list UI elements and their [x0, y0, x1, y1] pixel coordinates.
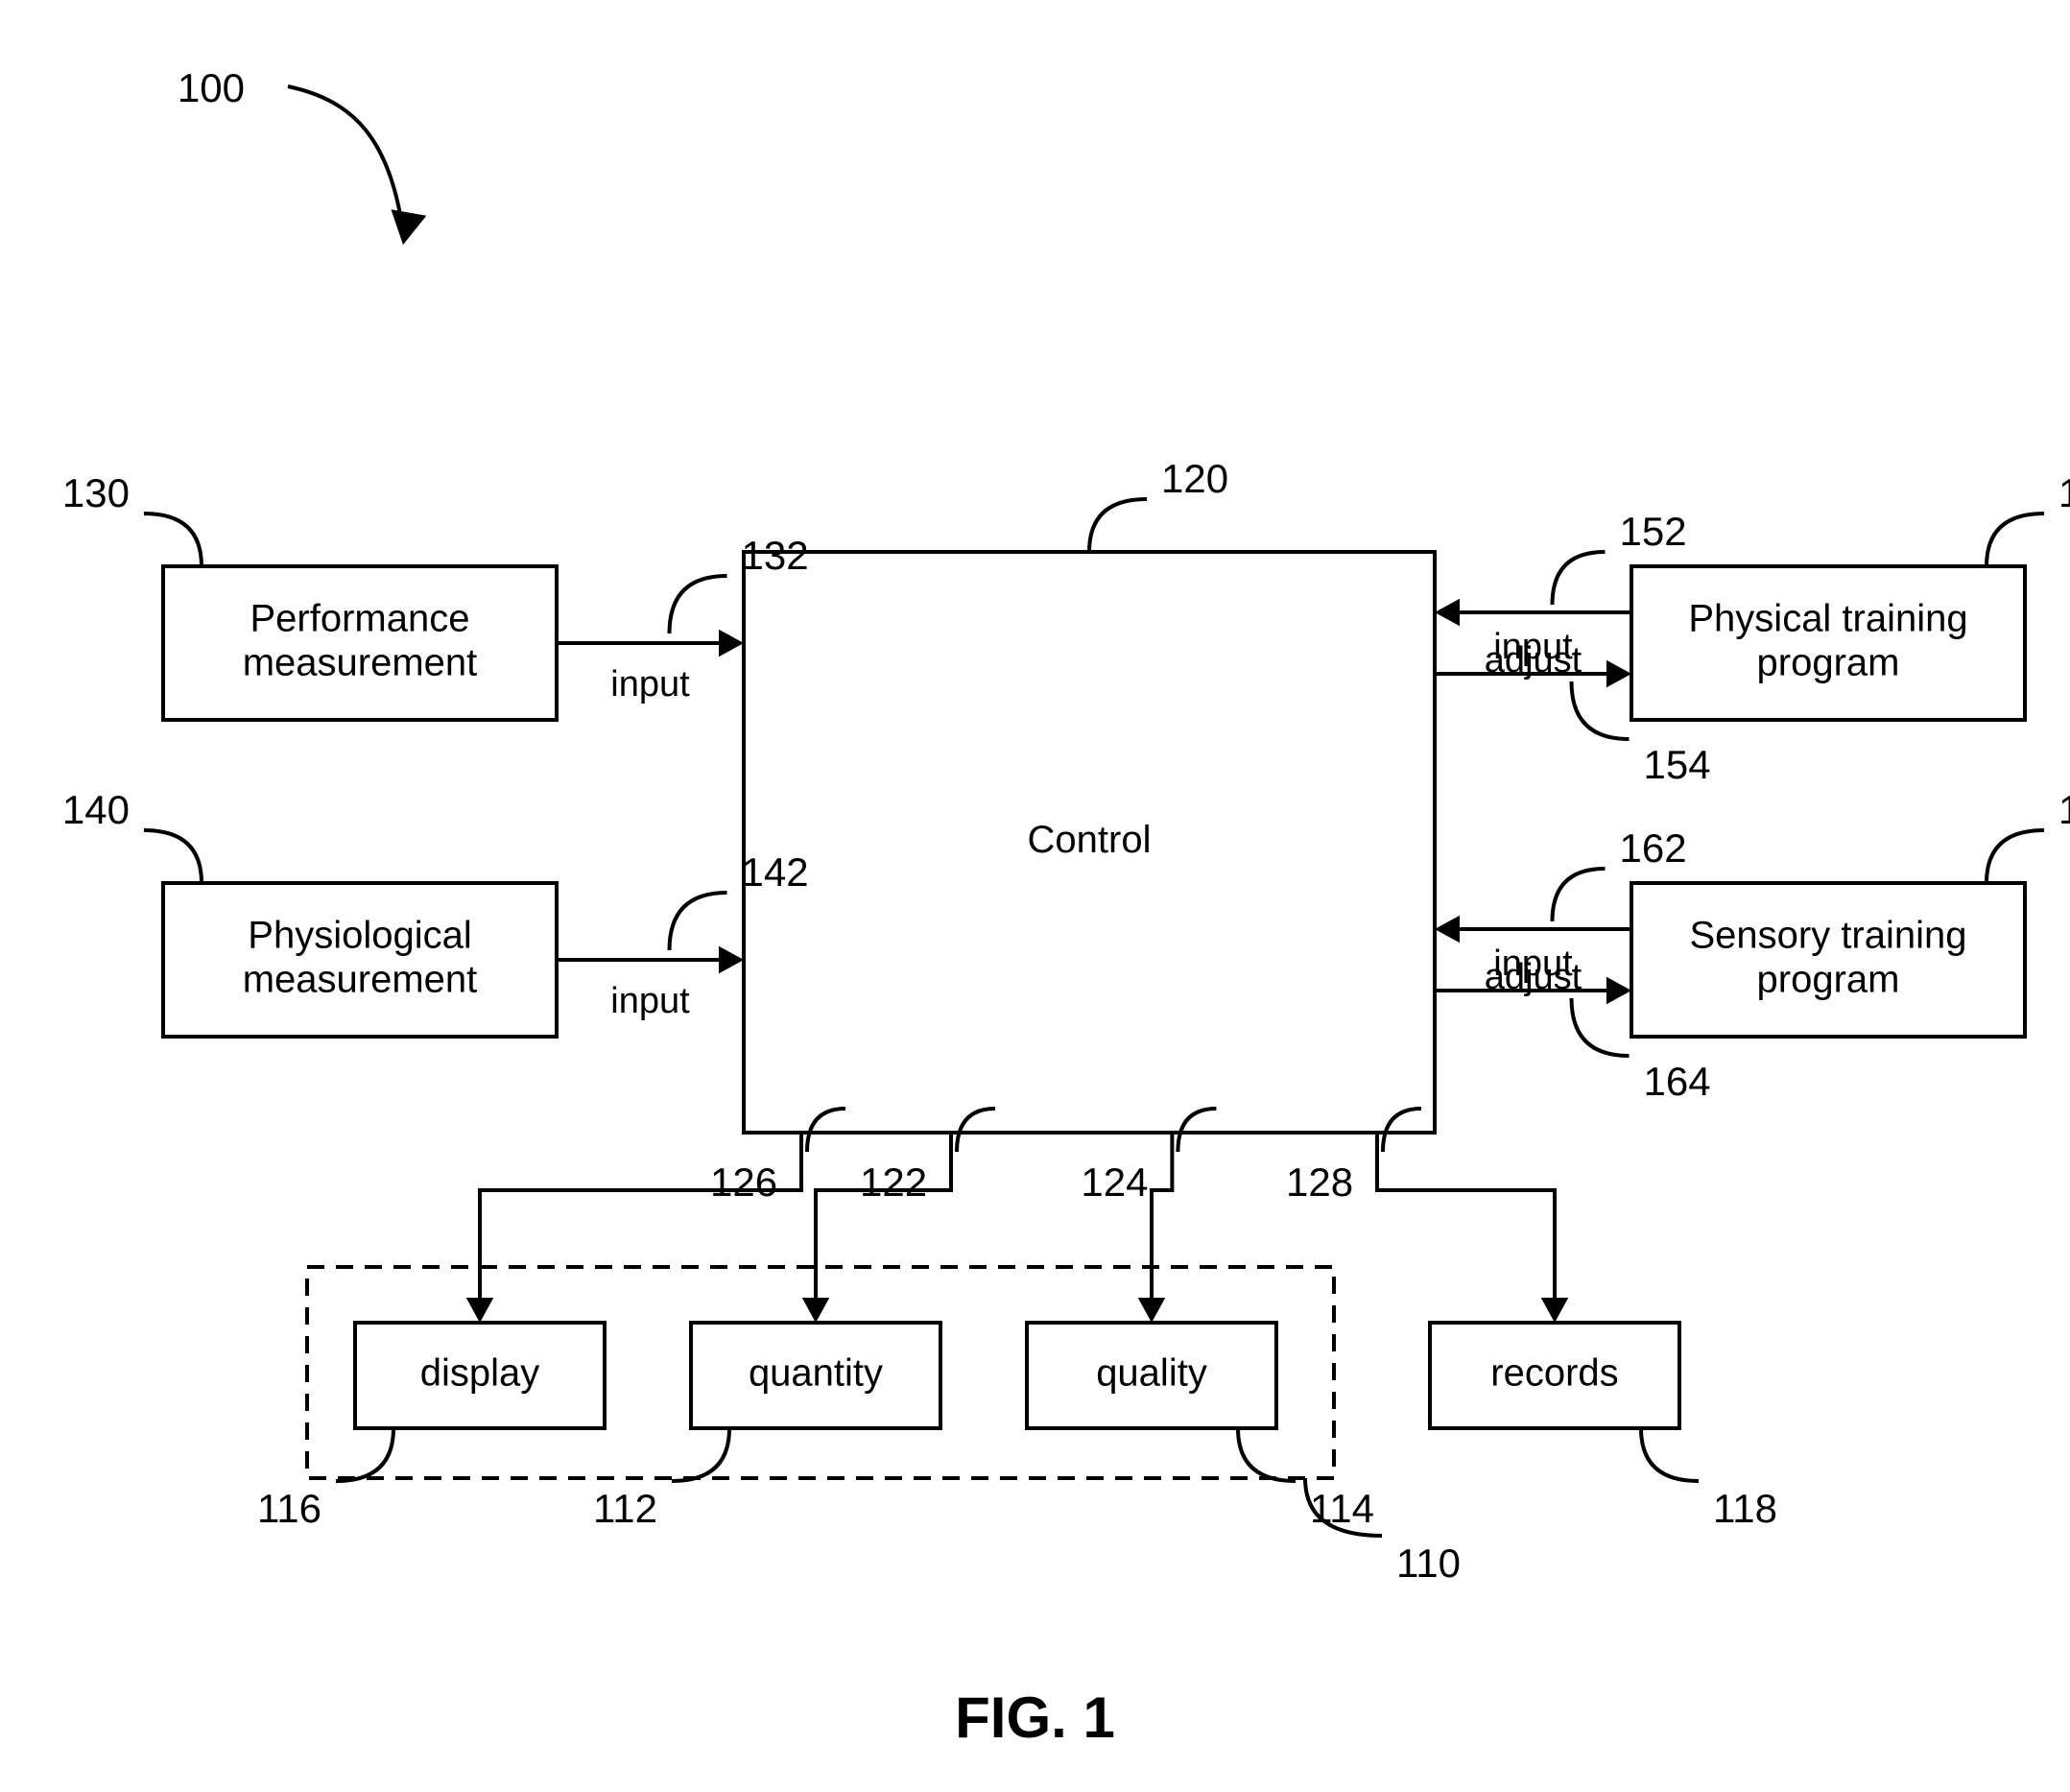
ref-126: 126	[710, 1159, 777, 1205]
ref-116: 116	[257, 1486, 321, 1531]
ref-150: 150	[2058, 470, 2070, 515]
arrow-head	[466, 1298, 494, 1323]
phys-label-line-0: Physiological	[248, 915, 471, 957]
ref-112: 112	[593, 1486, 657, 1531]
arrow-head	[1435, 599, 1460, 627]
leader-line	[672, 1428, 729, 1481]
edge-stp-adjust-label: adjust	[1485, 957, 1582, 997]
stp-label-line-0: Sensory training	[1689, 915, 1966, 957]
arrow-head	[802, 1298, 830, 1323]
ref-164: 164	[1644, 1059, 1711, 1104]
display-label: display	[420, 1352, 540, 1395]
arrow-head	[1435, 916, 1460, 944]
ref-128: 128	[1286, 1159, 1353, 1205]
quantity-label: quantity	[749, 1352, 883, 1395]
arrow-head	[1138, 1298, 1166, 1323]
edge-perf-label: input	[610, 664, 690, 705]
figure-ref-arrow	[288, 86, 403, 230]
leader-line	[144, 514, 202, 566]
quality-label: quality	[1096, 1352, 1207, 1395]
edge-ptp-adjust-label: adjust	[1485, 640, 1582, 681]
arrow-head	[1606, 977, 1631, 1005]
records-label: records	[1490, 1352, 1618, 1395]
arrow-head	[719, 946, 744, 974]
ref-114: 114	[1310, 1486, 1374, 1531]
ref-122: 122	[860, 1159, 927, 1205]
edge-control-to-records	[1377, 1133, 1555, 1315]
leader-line	[1641, 1428, 1699, 1481]
perf-label-line-0: Performance	[250, 598, 470, 640]
arrow-head	[391, 209, 426, 245]
leader-line	[1553, 552, 1606, 605]
ref-162: 162	[1620, 825, 1687, 871]
stp-label-line-1: program	[1757, 959, 1900, 1001]
ref-110: 110	[1396, 1541, 1461, 1586]
ref-154: 154	[1644, 742, 1711, 787]
ptp-label-line-1: program	[1757, 642, 1900, 684]
ref-124: 124	[1081, 1159, 1148, 1205]
ref-152: 152	[1620, 509, 1687, 554]
ref-132: 132	[742, 533, 809, 578]
ptp-label-line-0: Physical training	[1688, 598, 1967, 640]
edge-control-to-quality	[1152, 1133, 1172, 1315]
edge-phys-label: input	[610, 981, 690, 1021]
arrow-head	[719, 630, 744, 657]
control-label: Control	[1028, 819, 1152, 861]
leader-line	[1572, 998, 1630, 1056]
ref-120: 120	[1161, 456, 1228, 501]
leader-line	[670, 893, 727, 950]
leader-line	[1553, 869, 1606, 921]
leader-line	[670, 576, 727, 633]
ref-118: 118	[1713, 1486, 1777, 1531]
leader-line	[336, 1428, 393, 1481]
phys-label-line-1: measurement	[243, 959, 478, 1001]
leader-line	[1987, 514, 2044, 566]
leader-line	[144, 830, 202, 883]
leader-line	[1238, 1428, 1296, 1481]
leader-line	[1987, 830, 2044, 883]
figure-label: FIG. 1	[955, 1685, 1115, 1750]
ref-140: 140	[62, 787, 130, 832]
ref-130: 130	[62, 470, 130, 515]
ref-142: 142	[742, 849, 809, 895]
leader-line	[1572, 681, 1630, 739]
ref-100: 100	[178, 65, 245, 110]
leader-line	[1089, 499, 1147, 552]
perf-label-line-1: measurement	[243, 642, 478, 684]
arrow-head	[1606, 660, 1631, 688]
arrow-head	[1541, 1298, 1569, 1323]
ref-160: 160	[2058, 787, 2070, 832]
